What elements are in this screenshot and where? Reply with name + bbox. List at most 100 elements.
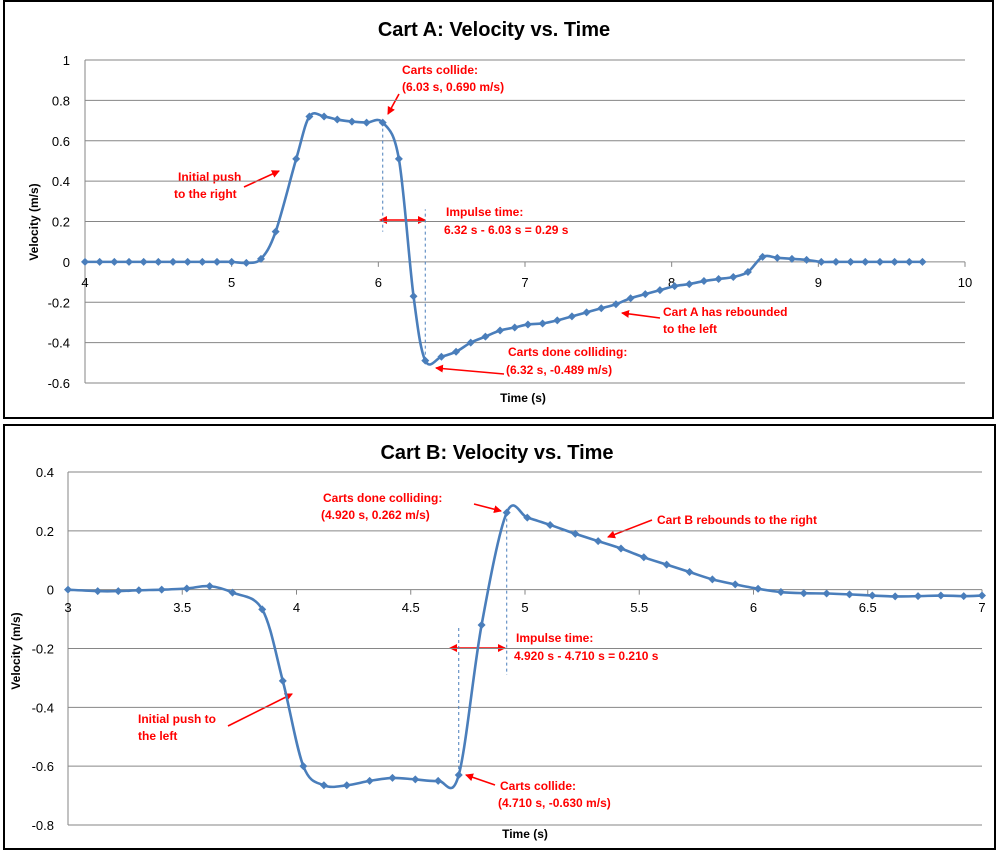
cart-a-data-point: [831, 257, 840, 266]
cart-b-x-tick-label: 6: [750, 600, 757, 615]
cart-a-collide-arrow: [387, 93, 400, 115]
cart-b-y-tick-label: -0.6: [32, 759, 54, 774]
cart-a-y-tick-label: 0.6: [52, 134, 70, 149]
cart-a-y-tick-label: -0.4: [48, 336, 70, 351]
cart-a-data-point: [347, 117, 356, 126]
cart-a-annotation-push-line1: Initial push: [178, 170, 241, 184]
cart-b-done-arrow: [473, 503, 502, 514]
cart-a-data-point: [271, 227, 280, 236]
cart-b-x-axis-title: Time (s): [502, 827, 548, 841]
cart-b-data-point: [278, 676, 287, 685]
cart-a-data-point: [125, 257, 133, 266]
cart-b-data-point: [114, 587, 123, 596]
cart-a-data-point: [582, 308, 591, 317]
cart-b-data-point: [914, 592, 923, 601]
cart-a-rebound-arrow: [621, 309, 661, 319]
cart-a-data-point: [183, 257, 192, 266]
cart-b-data-point: [93, 587, 102, 596]
cart-b-data-point: [365, 776, 374, 785]
cart-b-data-point: [731, 580, 740, 589]
cart-a-data-point: [918, 257, 927, 266]
cart-a-data-point: [305, 112, 314, 121]
cart-b-y-tick-label: -0.4: [32, 700, 54, 715]
cart-a-annotation-impulse-line2: 6.32 s - 6.03 s = 0.29 s: [444, 223, 569, 237]
cart-a-y-tick-label: -0.2: [48, 295, 70, 310]
cart-b-data-point: [411, 775, 420, 784]
cart-b-data-point: [639, 553, 648, 562]
cart-b-data-point: [388, 773, 397, 782]
cart-a-data-point: [758, 252, 767, 261]
cart-a-data-point: [213, 257, 221, 266]
cart-a-data-point: [362, 118, 371, 127]
cart-b-annotation-push-line1: Initial push to: [138, 712, 216, 726]
cart-a-data-point: [394, 154, 403, 163]
cart-a-annotation-collide-line2: (6.03 s, 0.690 m/s): [402, 80, 504, 94]
cart-b-data-point: [502, 508, 511, 517]
cart-a-chart-panel: [3, 0, 994, 419]
cart-b-data-point: [299, 762, 308, 771]
cart-a-data-point: [169, 257, 177, 266]
cart-b-data-point: [523, 513, 532, 522]
cart-b-push-arrow: [227, 693, 293, 727]
cart-b-data-point: [799, 589, 808, 598]
cart-b-data-point: [319, 781, 328, 790]
cart-a-x-tick-label: 10: [958, 275, 972, 290]
cart-a-data-point: [905, 257, 914, 266]
cart-b-x-tick-label: 4.5: [402, 600, 420, 615]
cart-a-data-point: [154, 257, 163, 266]
cart-a-data-point: [743, 267, 752, 276]
cart-a-x-tick-label: 6: [375, 275, 382, 290]
cart-b-x-tick-label: 7: [978, 600, 985, 615]
cart-b-data-point: [546, 520, 555, 529]
cart-a-data-point: [409, 292, 418, 301]
cart-b-chart-panel: [3, 424, 996, 850]
cart-a-y-axis-title: Velocity (m/s): [27, 183, 41, 260]
cart-b-annotation-impulse-line2: 4.920 s - 4.710 s = 0.210 s: [514, 649, 659, 663]
cart-a-data-point: [292, 154, 301, 163]
cart-b-data-point: [776, 588, 785, 597]
cart-b-data-point: [708, 575, 717, 584]
cart-a-data-point: [861, 257, 870, 266]
cart-a-done-arrow: [435, 364, 505, 375]
cart-a-data-point: [198, 257, 207, 266]
cart-a-data-point: [817, 257, 826, 266]
cart-a-y-tick-label: -0.6: [48, 376, 70, 391]
cart-a-annotation-impulse-line1: Impulse time:: [446, 205, 523, 219]
cart-a-data-point: [81, 257, 89, 266]
cart-b-collide-arrow: [465, 773, 496, 786]
cart-b-data-point: [936, 591, 945, 600]
cart-a-data-point: [567, 312, 576, 321]
cart-b-annotation-push-line2: the left: [138, 729, 177, 743]
cart-b-data-point: [685, 568, 694, 577]
cart-b-y-tick-label: -0.2: [32, 642, 54, 657]
cart-b-annotation-done-line1: Carts done colliding:: [323, 491, 442, 505]
cart-a-data-point: [481, 332, 490, 341]
cart-a-data-point: [538, 319, 547, 328]
cart-a-data-point: [626, 294, 635, 303]
cart-a-y-tick-label: 0.4: [52, 174, 70, 189]
cart-a-annotation-rebound-line2: to the left: [663, 322, 717, 336]
cart-a-data-point: [773, 253, 782, 262]
cart-a-data-point: [378, 118, 387, 127]
cart-a-data-point: [139, 257, 148, 266]
cart-a-data-point: [333, 115, 342, 124]
cart-b-data-point: [258, 605, 267, 614]
cart-b-title: Cart B: Velocity vs. Time: [380, 442, 613, 464]
cart-a-data-point: [685, 280, 694, 289]
cart-a-data-point: [802, 255, 811, 264]
cart-a-data-point: [110, 257, 119, 266]
cart-a-data-point: [437, 352, 446, 361]
cart-a-data-point: [553, 316, 562, 325]
cart-b-annotation-rebound: Cart B rebounds to the right: [657, 513, 817, 527]
cart-a-push-arrow: [243, 170, 280, 188]
cart-a-title: Cart A: Velocity vs. Time: [378, 19, 610, 41]
cart-b-data-point: [182, 584, 191, 593]
cart-b-data-point: [662, 560, 671, 569]
cart-b-data-point: [157, 585, 166, 594]
cart-a-annotation-rebound-line1: Cart A has rebounded: [663, 305, 787, 319]
cart-b-x-tick-label: 4: [293, 600, 300, 615]
cart-a-data-point: [496, 326, 505, 335]
cart-a-data-point: [452, 347, 461, 356]
cart-b-x-tick-label: 5: [521, 600, 528, 615]
